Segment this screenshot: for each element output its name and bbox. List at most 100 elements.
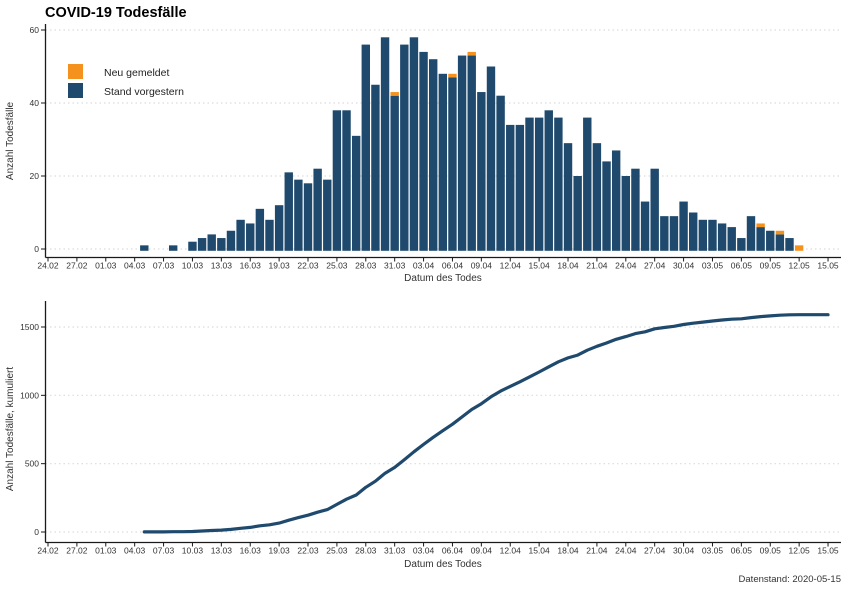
bar-stand-vorgestern (766, 230, 775, 251)
bar-stand-vorgestern (621, 176, 630, 251)
cumulative-deaths-line-chart: 0 500 1000 1500 24.02 27.02 01.03 04.03 07.03 10.… (5, 301, 841, 585)
x-tick-label: 06.04 (442, 261, 464, 271)
bar-stand-vorgestern (785, 238, 794, 251)
bar-stand-vorgestern (140, 245, 149, 251)
bar-stand-vorgestern (438, 73, 448, 251)
bar-stand-vorgestern (698, 219, 708, 251)
bar-stand-vorgestern (737, 238, 746, 251)
bar-stand-vorgestern (207, 234, 216, 251)
bar-stand-vorgestern (246, 223, 255, 251)
x-tick-label: 27.04 (644, 546, 666, 556)
bar-stand-vorgestern (717, 223, 727, 251)
bar-stand-vorgestern (448, 77, 457, 251)
y-tick-label: 0 (34, 527, 39, 537)
bar-stand-vorgestern (188, 241, 197, 251)
x-tick-label: 24.04 (615, 546, 637, 556)
x-tick-label: 12.04 (500, 261, 522, 271)
bar-stand-vorgestern (371, 84, 380, 251)
y-tick-label: 0 (34, 244, 39, 254)
daily-deaths-bar-chart: COVID-19 Todesfälle 0 20 40 60 24.02 27.02 01.… (5, 5, 841, 284)
bar-stand-vorgestern (534, 117, 544, 251)
x-tick-label: 03.05 (702, 261, 724, 271)
bar-stand-vorgestern (226, 230, 236, 251)
x-tick-label: 03.05 (702, 546, 724, 556)
x-tick-label: 04.03 (124, 261, 146, 271)
x-axis-title-bottom: Datum des Todes (404, 559, 482, 570)
axes-top: 0 20 40 60 24.02 27.02 01.03 04.03 07.03 10.03 13.… (30, 24, 841, 271)
x-axis-title-top: Datum des Todes (404, 273, 482, 284)
x-tick-label: 06.04 (442, 546, 464, 556)
bar-neu-gemeldet (448, 73, 457, 78)
bar-stand-vorgestern (554, 117, 563, 251)
x-tick-label: 21.04 (586, 261, 608, 271)
x-tick-label: 25.03 (326, 546, 348, 556)
data-status-footnote: Datenstand: 2020-05-15 (739, 574, 841, 585)
bar-stand-vorgestern (486, 66, 496, 251)
x-tick-label: 15.05 (817, 261, 839, 271)
bar-stand-vorgestern (477, 92, 486, 251)
bar-stand-vorgestern (467, 55, 476, 251)
x-tick-label: 12.05 (788, 261, 810, 271)
bar-stand-vorgestern (303, 183, 313, 251)
bar-stand-vorgestern (669, 216, 679, 251)
bar-stand-vorgestern (583, 117, 592, 251)
bar-stand-vorgestern (611, 150, 621, 251)
bar-stand-vorgestern (660, 216, 669, 251)
bar-stand-vorgestern (775, 234, 785, 251)
x-tick-label: 01.03 (95, 261, 117, 271)
bar-stand-vorgestern (274, 205, 284, 251)
bar-stand-vorgestern (515, 124, 525, 251)
gridlines-bottom (45, 326, 841, 533)
y-axis-title-bottom: Anzahl Todesfälle, kumuliert (5, 367, 16, 492)
bar-stand-vorgestern (313, 168, 322, 251)
x-tick-label: 07.03 (153, 546, 175, 556)
y-tick-label: 20 (30, 171, 40, 181)
y-tick-label: 500 (25, 459, 39, 469)
bar-neu-gemeldet (794, 245, 804, 251)
x-tick-label: 19.03 (268, 546, 290, 556)
bar-stand-vorgestern (592, 143, 602, 251)
bar-stand-vorgestern (342, 110, 351, 251)
bar-stand-vorgestern (746, 216, 756, 251)
bar-stand-vorgestern (650, 168, 659, 251)
x-tick-label: 21.04 (586, 546, 608, 556)
x-tick-label: 16.03 (240, 546, 262, 556)
x-tick-label: 15.05 (817, 546, 839, 556)
legend-label-stand-vorgestern: Stand vorgestern (104, 86, 184, 98)
bar-stand-vorgestern (294, 179, 303, 251)
bar-stand-vorgestern (525, 117, 534, 251)
bar-stand-vorgestern (727, 227, 736, 251)
x-tick-label: 16.03 (240, 261, 262, 271)
x-tick-label: 22.03 (297, 546, 319, 556)
x-tick-label: 22.03 (297, 261, 319, 271)
x-tick-label: 15.04 (528, 546, 550, 556)
x-tick-label: 30.04 (673, 546, 695, 556)
x-tick-label: 24.02 (37, 546, 59, 556)
bar-stand-vorgestern (429, 59, 438, 251)
bar-neu-gemeldet (467, 51, 476, 56)
x-tick-label: 18.04 (557, 261, 579, 271)
legend-swatch-stand-vorgestern (68, 83, 83, 98)
x-tick-label: 09.04 (471, 546, 493, 556)
bar-stand-vorgestern (351, 135, 361, 251)
y-tick-label: 60 (30, 25, 40, 35)
bar-stand-vorgestern (640, 201, 650, 251)
x-tick-label: 24.02 (37, 261, 59, 271)
x-tick-label: 27.04 (644, 261, 666, 271)
bar-stand-vorgestern (419, 51, 428, 251)
bar-stand-vorgestern (631, 168, 640, 251)
x-tick-label: 09.05 (760, 261, 782, 271)
bar-stand-vorgestern (409, 37, 419, 251)
x-tick-label: 09.04 (471, 261, 493, 271)
x-tick-label: 24.04 (615, 261, 637, 271)
bar-stand-vorgestern (255, 208, 265, 251)
x-tick-label: 12.05 (788, 546, 810, 556)
x-tick-label: 30.04 (673, 261, 695, 271)
bar-stand-vorgestern (573, 176, 582, 251)
x-tick-label: 18.04 (557, 546, 579, 556)
bar-stand-vorgestern (265, 219, 274, 251)
axes-bottom: 0 500 1000 1500 24.02 27.02 01.03 04.03 07.03 10.… (20, 301, 841, 556)
x-tick-label: 10.03 (182, 546, 204, 556)
x-tick-label: 10.03 (182, 261, 204, 271)
bar-stand-vorgestern (544, 110, 553, 251)
